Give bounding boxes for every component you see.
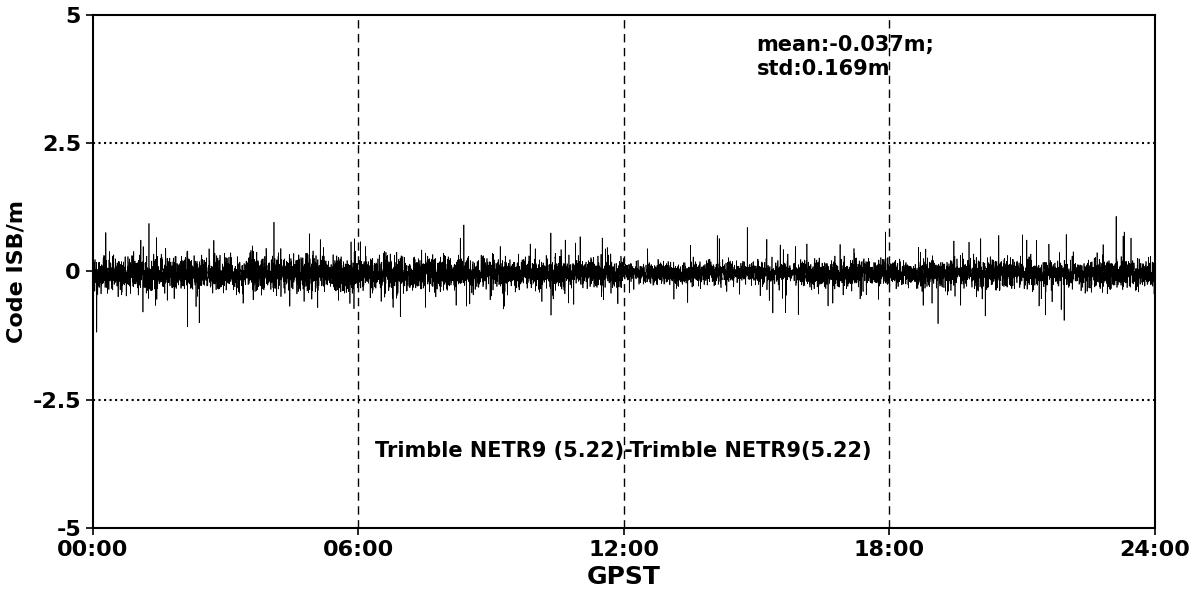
Y-axis label: Code ISB/m: Code ISB/m — [7, 200, 28, 343]
Text: mean:-0.037m;
std:0.169m: mean:-0.037m; std:0.169m — [757, 35, 935, 79]
Text: Trimble NETR9 (5.22)-Trimble NETR9(5.22): Trimble NETR9 (5.22)-Trimble NETR9(5.22) — [376, 441, 871, 461]
X-axis label: GPST: GPST — [587, 565, 661, 589]
